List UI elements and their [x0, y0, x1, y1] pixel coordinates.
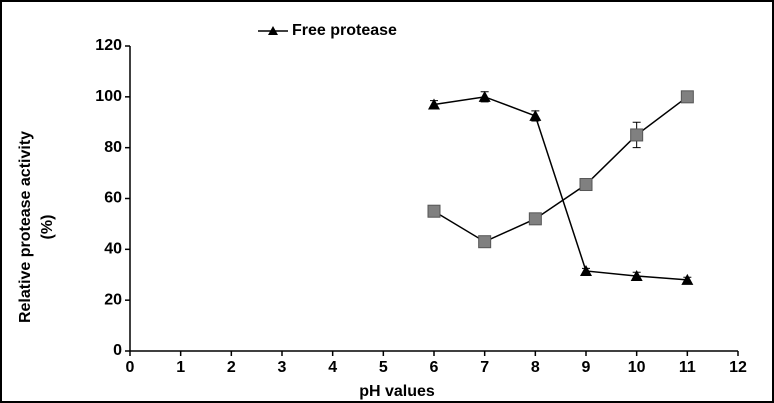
y-axis-label: (%): [39, 215, 56, 240]
marker: [427, 204, 441, 218]
y-axis-label: Relative protease activity: [17, 131, 34, 323]
marker: [529, 109, 542, 121]
marker: [680, 90, 694, 104]
series-line: [433, 96, 688, 243]
x-tick-label: 5: [379, 359, 388, 376]
y-tick-label: 120: [95, 37, 122, 54]
marker: [681, 273, 694, 285]
y-tick-label: 0: [113, 342, 122, 359]
marker: [428, 98, 440, 110]
marker: [478, 90, 491, 102]
x-tick-label: 11: [679, 359, 696, 376]
series-line: [433, 96, 688, 281]
marker: [579, 178, 593, 192]
x-tick-label: 3: [278, 359, 287, 376]
legend-label: Free protease: [292, 22, 397, 39]
marker: [478, 235, 492, 249]
x-tick-label: 10: [628, 359, 646, 376]
legend-marker: [268, 26, 278, 35]
x-tick-label: 9: [582, 359, 591, 376]
x-tick-label: 8: [531, 359, 540, 376]
x-tick-label: 4: [328, 359, 337, 376]
x-tick-label: 7: [480, 359, 489, 376]
x-tick-label: 0: [126, 359, 135, 376]
marker: [630, 128, 644, 142]
x-tick-label: 6: [430, 359, 439, 376]
y-tick-label: 60: [104, 190, 122, 207]
marker: [630, 270, 643, 282]
y-tick-label: 20: [104, 291, 122, 308]
x-tick-label: 1: [176, 359, 185, 376]
x-tick-label: 12: [729, 359, 747, 376]
y-tick-label: 40: [104, 241, 122, 258]
y-tick-label: 80: [104, 139, 122, 156]
marker: [528, 212, 542, 226]
y-tick-label: 100: [95, 88, 122, 105]
x-axis-label: pH values: [359, 383, 435, 400]
x-tick-label: 2: [227, 359, 236, 376]
marker: [580, 264, 592, 276]
